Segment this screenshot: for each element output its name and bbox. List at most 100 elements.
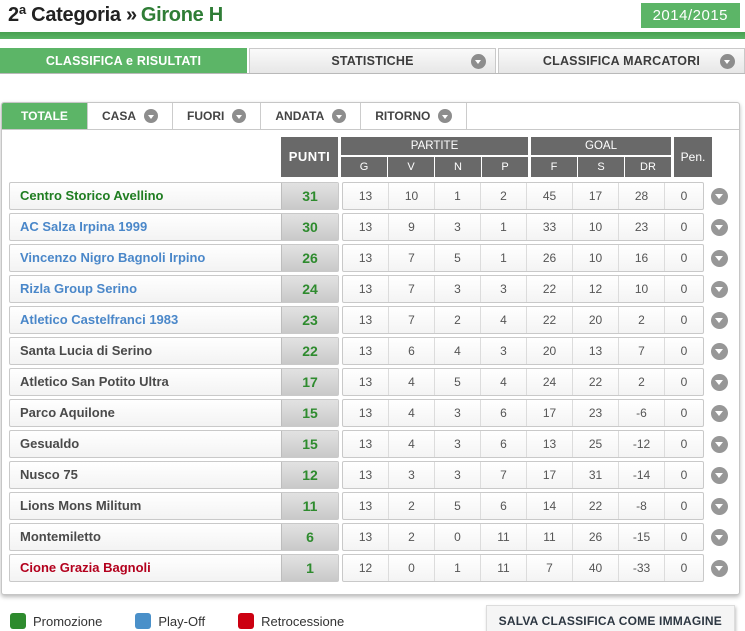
stats-card: 13 2 0 11 11 26 -15 0 bbox=[342, 523, 704, 551]
stats-card: 13 10 1 2 45 17 28 0 bbox=[342, 182, 704, 210]
stat-f: 13 bbox=[527, 431, 573, 457]
filter-tab-label: CASA bbox=[102, 109, 137, 123]
team-name-link[interactable]: Nusco 75 bbox=[20, 467, 78, 482]
tab-classifica-marcatori[interactable]: CLASSIFICA MARCATORI bbox=[498, 48, 745, 73]
team-name-link[interactable]: Vincenzo Nigro Bagnoli Irpino bbox=[20, 250, 206, 265]
filter-tab-label: FUORI bbox=[187, 109, 225, 123]
stat-s: 17 bbox=[573, 183, 619, 209]
stat-pen: 0 bbox=[680, 282, 688, 296]
stats-card: 13 2 5 6 14 22 -8 0 bbox=[342, 492, 704, 520]
expand-row-button[interactable] bbox=[704, 435, 734, 453]
expand-row-button[interactable] bbox=[704, 466, 734, 484]
stats-card: 13 9 3 1 33 10 23 0 bbox=[342, 213, 704, 241]
stat-g: 13 bbox=[343, 214, 389, 240]
stat-dr: -6 bbox=[619, 400, 665, 426]
expand-row-button[interactable] bbox=[704, 280, 734, 298]
team-name-link[interactable]: Gesualdo bbox=[20, 436, 80, 451]
column-header-f: F bbox=[531, 157, 577, 177]
stat-p: 4 bbox=[481, 307, 527, 333]
table-row: Cione Grazia Bagnoli 1 12 0 1 11 7 40 -3… bbox=[9, 554, 739, 582]
tab-classifica-risultati[interactable]: CLASSIFICA e RISULTATI bbox=[0, 48, 247, 73]
expand-row-button[interactable] bbox=[704, 559, 734, 577]
stat-s: 10 bbox=[573, 245, 619, 271]
stat-v: 7 bbox=[389, 276, 435, 302]
stat-g: 13 bbox=[343, 431, 389, 457]
filter-tab-ritorno[interactable]: RITORNO bbox=[361, 103, 468, 129]
stat-n: 5 bbox=[435, 369, 481, 395]
expand-row-button[interactable] bbox=[704, 497, 734, 515]
chevron-down-icon bbox=[710, 466, 728, 484]
stat-pen: 0 bbox=[680, 313, 688, 327]
stat-v: 2 bbox=[389, 524, 435, 550]
expand-row-button[interactable] bbox=[704, 311, 734, 329]
stat-s: 12 bbox=[573, 276, 619, 302]
team-name-link[interactable]: Montemiletto bbox=[20, 529, 101, 544]
team-name-link[interactable]: Centro Storico Avellino bbox=[20, 188, 164, 203]
team-card: Centro Storico Avellino 31 bbox=[9, 182, 339, 210]
table-row: Atletico Castelfranci 1983 23 13 7 2 4 2… bbox=[9, 306, 739, 334]
expand-row-button[interactable] bbox=[704, 249, 734, 267]
stat-n: 3 bbox=[435, 431, 481, 457]
team-name-link[interactable]: Cione Grazia Bagnoli bbox=[20, 560, 151, 575]
stat-v: 7 bbox=[389, 245, 435, 271]
stat-s: 13 bbox=[573, 338, 619, 364]
table-row: Vincenzo Nigro Bagnoli Irpino 26 13 7 5 … bbox=[9, 244, 739, 272]
expand-row-button[interactable] bbox=[704, 404, 734, 422]
chevron-down-icon bbox=[710, 342, 728, 360]
stat-p: 7 bbox=[481, 462, 527, 488]
table-header: PUNTI PARTITE G V N P GOAL F S DR Pen. bbox=[9, 137, 739, 177]
column-header-dr: DR bbox=[625, 157, 671, 177]
team-name-link[interactable]: Atletico Castelfranci 1983 bbox=[20, 312, 179, 327]
stat-n: 3 bbox=[435, 400, 481, 426]
stat-s: 10 bbox=[573, 214, 619, 240]
chevron-down-icon bbox=[471, 54, 486, 69]
expand-row-button[interactable] bbox=[704, 342, 734, 360]
filter-tab-totale[interactable]: TOTALE bbox=[2, 103, 88, 129]
stat-v: 9 bbox=[389, 214, 435, 240]
save-classifica-button[interactable]: SALVA CLASSIFICA COME IMMAGINE bbox=[485, 605, 735, 631]
filter-tab-andata[interactable]: ANDATA bbox=[261, 103, 362, 129]
stat-n: 3 bbox=[435, 276, 481, 302]
expand-row-button[interactable] bbox=[704, 187, 734, 205]
points-value: 22 bbox=[281, 338, 338, 364]
points-value: 11 bbox=[281, 493, 338, 519]
table-row: Gesualdo 15 13 4 3 6 13 25 -12 0 bbox=[9, 430, 739, 458]
team-name-link[interactable]: Atletico San Potito Ultra bbox=[20, 374, 169, 389]
filter-tab-casa[interactable]: CASA bbox=[88, 103, 174, 129]
stat-n: 0 bbox=[435, 524, 481, 550]
footer: Promozione Play-Off Retrocessione SALVA … bbox=[0, 605, 745, 631]
stat-n: 2 bbox=[435, 307, 481, 333]
team-name-link[interactable]: Santa Lucia di Serino bbox=[20, 343, 153, 358]
stat-p: 3 bbox=[481, 338, 527, 364]
stat-v: 10 bbox=[389, 183, 435, 209]
tab-statistiche[interactable]: STATISTICHE bbox=[249, 48, 496, 73]
tab-label: CLASSIFICA e RISULTATI bbox=[45, 54, 202, 68]
team-name-link[interactable]: AC Salza Irpina 1999 bbox=[20, 219, 148, 234]
points-value: 1 bbox=[281, 555, 338, 581]
stat-s: 22 bbox=[573, 369, 619, 395]
team-name-link[interactable]: Rizla Group Serino bbox=[20, 281, 138, 296]
stat-g: 12 bbox=[343, 555, 389, 581]
stat-pen: 0 bbox=[680, 406, 688, 420]
stat-s: 20 bbox=[573, 307, 619, 333]
expand-row-button[interactable] bbox=[704, 373, 734, 391]
expand-row-button[interactable] bbox=[704, 528, 734, 546]
filter-tab-fuori[interactable]: FUORI bbox=[173, 103, 262, 129]
points-value: 24 bbox=[281, 276, 338, 302]
expand-row-button[interactable] bbox=[704, 218, 734, 236]
chevron-down-icon bbox=[710, 218, 728, 236]
stat-f: 24 bbox=[527, 369, 573, 395]
filter-tab-bar: TOTALE CASA FUORI ANDATA RITORNO bbox=[2, 103, 739, 130]
stat-p: 6 bbox=[481, 400, 527, 426]
stats-card: 12 0 1 11 7 40 -33 0 bbox=[342, 554, 704, 582]
stats-card: 13 4 3 6 13 25 -12 0 bbox=[342, 430, 704, 458]
table-row: Lions Mons Militum 11 13 2 5 6 14 22 -8 … bbox=[9, 492, 739, 520]
legend-item-retrocessione: Retrocessione bbox=[238, 613, 344, 629]
points-value: 31 bbox=[281, 183, 338, 209]
stat-v: 0 bbox=[389, 555, 435, 581]
team-card: Vincenzo Nigro Bagnoli Irpino 26 bbox=[9, 244, 339, 272]
team-card: Cione Grazia Bagnoli 1 bbox=[9, 554, 339, 582]
team-name-link[interactable]: Lions Mons Militum bbox=[20, 498, 142, 513]
team-name-link[interactable]: Parco Aquilone bbox=[20, 405, 115, 420]
stat-p: 1 bbox=[481, 214, 527, 240]
